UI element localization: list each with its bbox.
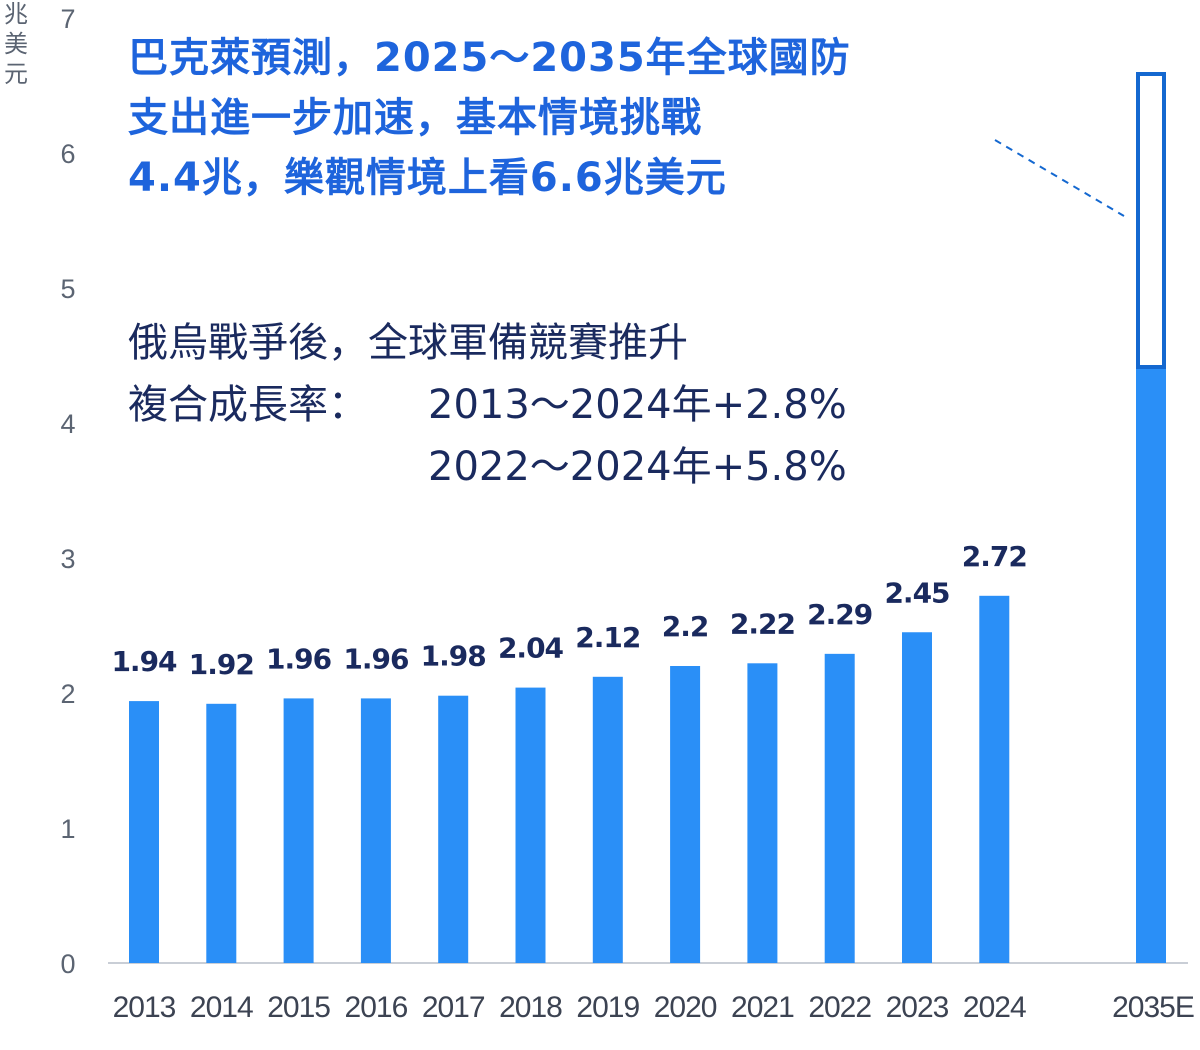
- y-tick-label: 5: [60, 274, 75, 304]
- value-labels: 1.94 1.92 1.96 1.96 1.98 2.04 2.12 2.2 2.22 2.29 2…: [111, 540, 1026, 681]
- x-label-2023: 2023: [886, 991, 949, 1024]
- bar-2020: [670, 666, 700, 963]
- x-label-2015: 2015: [267, 991, 330, 1024]
- headline-line-3: 4.4兆，樂觀情境上看6.6兆美元: [128, 148, 1028, 208]
- value-label-2016: 1.96: [343, 642, 408, 675]
- note-line-2: 複合成長率： 2013～2024年+2.8%: [128, 374, 1028, 436]
- value-label-2014: 1.92: [189, 648, 254, 681]
- value-label-2024: 2.72: [962, 540, 1027, 573]
- bar-2024: [979, 596, 1009, 963]
- value-label-2023: 2.45: [884, 576, 949, 609]
- value-label-2015: 1.96: [266, 642, 331, 675]
- x-label-2016: 2016: [345, 991, 408, 1024]
- headline-line-1: 巴克萊預測，2025～2035年全球國防: [128, 28, 1028, 88]
- y-tick-label: 0: [60, 949, 75, 979]
- bar-2017: [438, 696, 468, 963]
- y-tick-label: 1: [60, 814, 75, 844]
- cagr-label: 複合成長率：: [128, 374, 428, 436]
- cagr-2022-2024: 2022～2024年+5.8%: [428, 436, 847, 498]
- y-tick-label: 2: [60, 679, 75, 709]
- x-label-2022: 2022: [808, 991, 871, 1024]
- note-line-1: 俄烏戰爭後，全球軍備競賽推升: [128, 312, 1028, 374]
- x-label-2035E: 2035E: [1112, 991, 1194, 1024]
- bar-2035E: [1136, 369, 1166, 963]
- value-label-2018: 2.04: [498, 632, 564, 665]
- value-label-2013: 1.94: [111, 645, 177, 678]
- y-axis-ticks: 0 1 2 3 4 5 6 7: [60, 4, 75, 979]
- x-label-2018: 2018: [499, 991, 562, 1024]
- bar-2023: [902, 632, 932, 963]
- x-label-2017: 2017: [422, 991, 485, 1024]
- bar-2035E-optimistic-range: [1138, 74, 1164, 367]
- headline-line-2: 支出進一步加速，基本情境挑戰: [128, 88, 1028, 148]
- cagr-spacer: [128, 436, 428, 498]
- bar-2016: [361, 698, 391, 963]
- value-label-2020: 2.2: [662, 610, 709, 643]
- x-axis-labels: 2013 2014 2015 2016 2017 2018 2019 2020 2021 2022…: [113, 991, 1194, 1024]
- note-headline: 俄烏戰爭後，全球軍備競賽推升: [128, 312, 688, 374]
- bar-2019: [593, 677, 623, 963]
- value-label-2021: 2.22: [730, 607, 795, 640]
- growth-note: 俄烏戰爭後，全球軍備競賽推升 複合成長率： 2013～2024年+2.8% 20…: [128, 312, 1028, 498]
- y-axis-unit-label: 兆美元: [4, 0, 28, 88]
- x-label-2024: 2024: [963, 991, 1026, 1024]
- x-label-2021: 2021: [731, 991, 794, 1024]
- bar-2018: [516, 688, 546, 963]
- y-tick-label: 7: [60, 4, 75, 34]
- bar-2022: [825, 654, 855, 963]
- cagr-2013-2024: 2013～2024年+2.8%: [428, 374, 847, 436]
- value-label-2017: 1.98: [421, 640, 486, 673]
- value-label-2022: 2.29: [807, 598, 872, 631]
- bar-2021: [747, 663, 777, 963]
- bar-2013: [129, 701, 159, 963]
- y-tick-label: 4: [60, 409, 75, 439]
- y-tick-label: 3: [60, 544, 75, 574]
- unit-char: 美: [4, 30, 28, 58]
- unit-char: 兆: [4, 0, 28, 28]
- bar-2015: [284, 698, 314, 963]
- y-tick-label: 6: [60, 139, 75, 169]
- x-label-2014: 2014: [190, 991, 253, 1024]
- x-label-2013: 2013: [113, 991, 176, 1024]
- value-label-2019: 2.12: [575, 621, 640, 654]
- x-label-2019: 2019: [576, 991, 639, 1024]
- headline: 巴克萊預測，2025～2035年全球國防 支出進一步加速，基本情境挑戰 4.4兆…: [128, 28, 1028, 208]
- note-line-3: 2022～2024年+5.8%: [128, 436, 1028, 498]
- unit-char: 元: [4, 60, 28, 88]
- bar-2014: [206, 704, 236, 963]
- x-label-2020: 2020: [654, 991, 717, 1024]
